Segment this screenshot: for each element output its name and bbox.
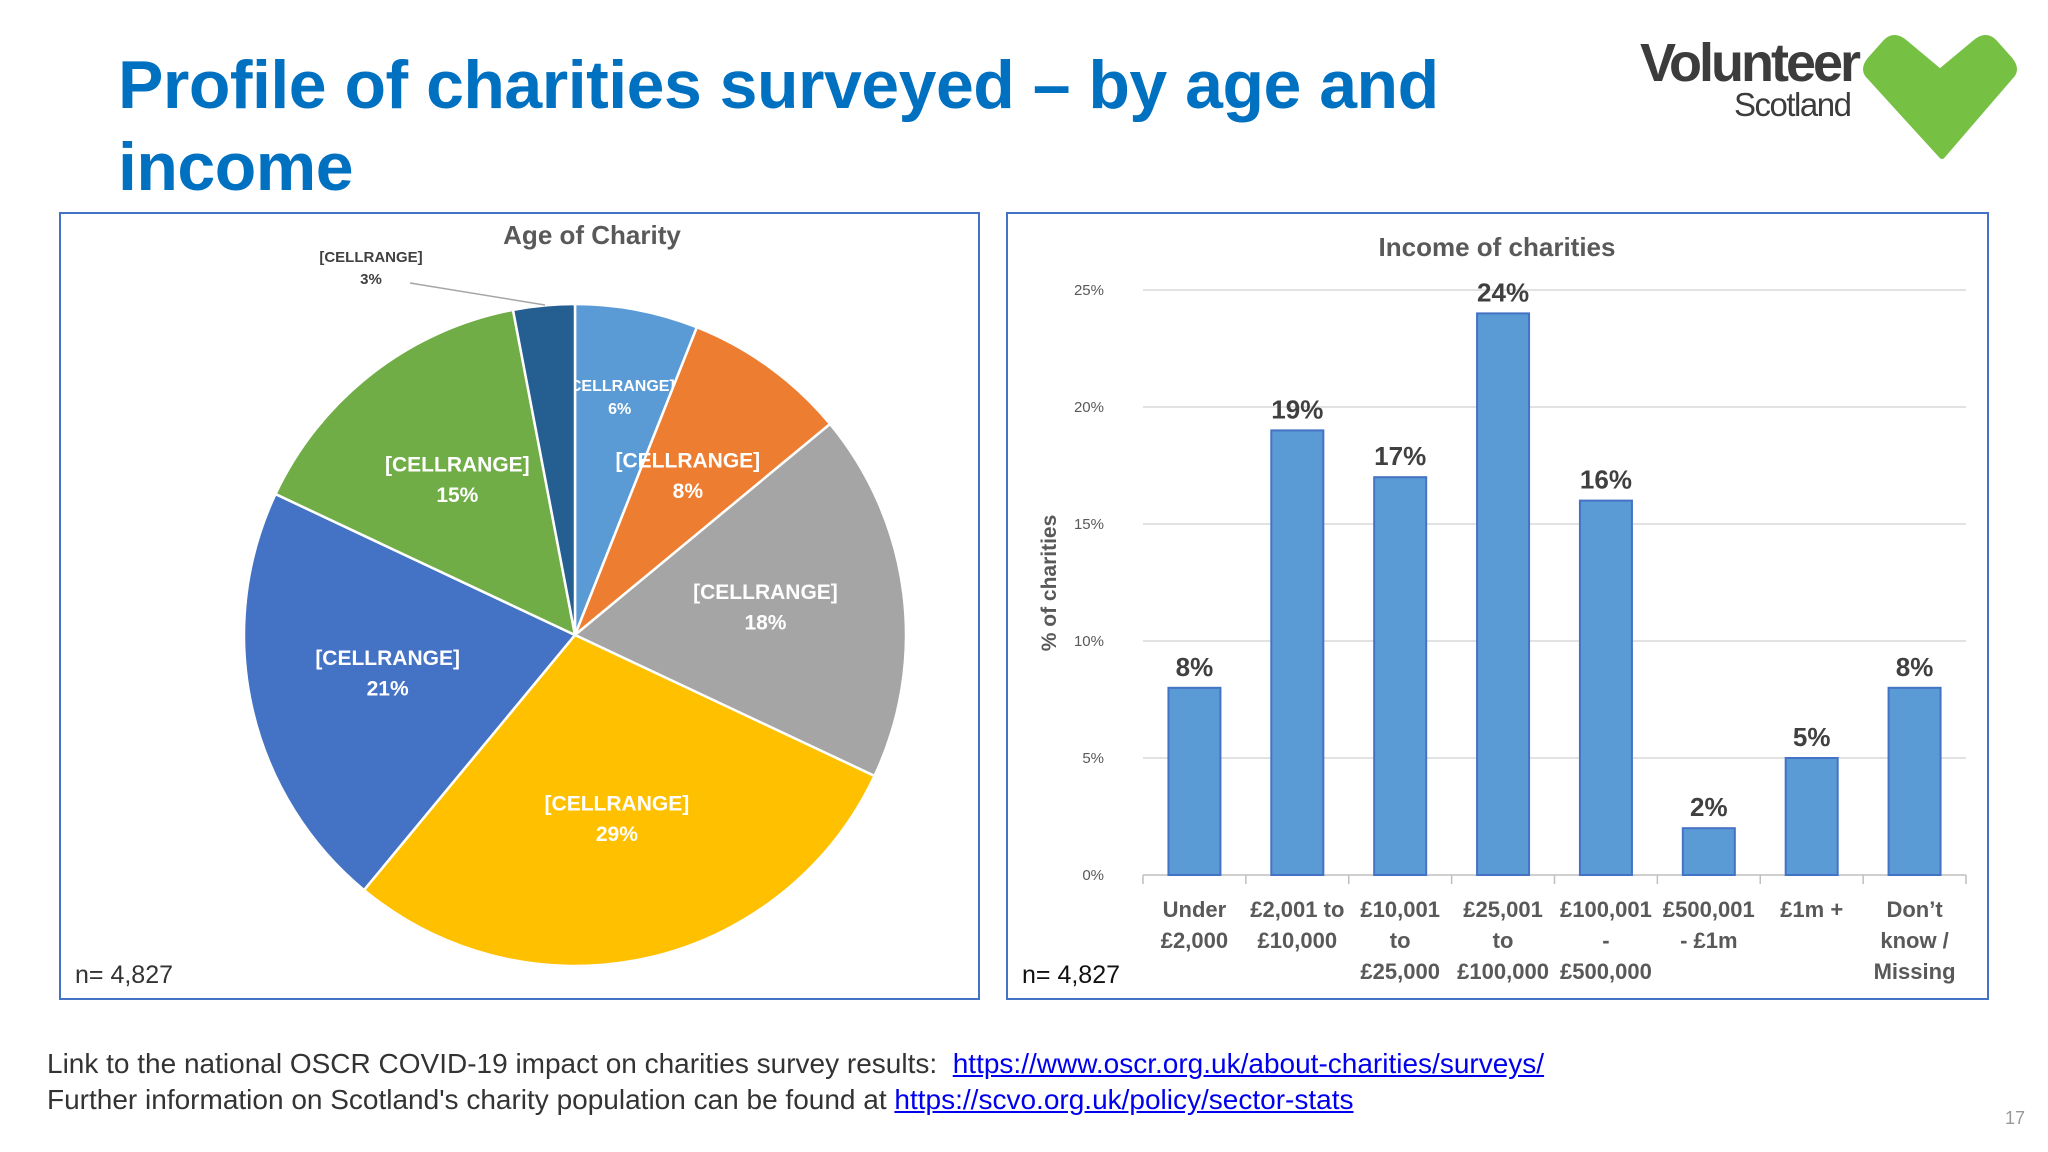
y-tick-label: 10% (1074, 633, 1104, 650)
bar-value-label: 17% (1374, 441, 1426, 471)
slice-value-label: 8% (673, 480, 704, 503)
pie-slice (362, 633, 877, 968)
bar-value-label: 16% (1580, 465, 1632, 495)
logo-text-scotland: Scotland (1734, 86, 1852, 123)
x-category-label: £2,001 to (1250, 897, 1344, 922)
pie-slice (573, 302, 699, 636)
logo-text-volunteer: Volunteer (1640, 33, 1861, 93)
leader-line (409, 282, 546, 306)
bar-value-label: 2% (1690, 792, 1728, 822)
bar (1784, 757, 1839, 876)
x-category-label: Under (1163, 897, 1227, 922)
slice-label: [CELLRANGE] (545, 792, 690, 815)
x-category-label: know / (1880, 928, 1948, 953)
pie-slice (573, 325, 832, 636)
x-category-label: - £1m (1680, 928, 1737, 953)
x-category-label: £1m + (1780, 897, 1843, 922)
x-category-label: £500,001 (1663, 897, 1755, 922)
slice-label: [CELLRANGE] (616, 450, 761, 473)
page-title: Profile of charities surveyed – by age a… (118, 47, 1439, 205)
footer-text-1: Link to the national OSCR COVID-19 impac… (47, 1048, 938, 1079)
x-category-label: £2,000 (1161, 928, 1228, 953)
x-category-label: Missing (1874, 959, 1956, 984)
bar (1167, 686, 1222, 876)
y-axis-label: % of charities (1038, 515, 1061, 652)
bar-value-label: 8% (1176, 652, 1214, 682)
x-category-label: to (1390, 928, 1411, 953)
x-category-label: - (1602, 928, 1609, 953)
slice-value-label: 18% (744, 611, 786, 634)
x-category-label: £100,000 (1457, 959, 1549, 984)
y-tick-label: 0% (1082, 867, 1104, 884)
scvo-sector-stats-link[interactable]: https://scvo.org.uk/policy/sector-stats (894, 1084, 1354, 1115)
slice-value-label: 6% (608, 401, 631, 418)
bar-value-label: 19% (1271, 394, 1323, 424)
age-chart-title: Age of Charity (503, 220, 681, 250)
slice-value-label: 3% (360, 271, 382, 288)
page-number: 17 (2005, 1108, 2026, 1128)
footer-text-2: Further information on Scotland's charit… (47, 1084, 887, 1115)
slice-label: [CELLRANGE] (385, 453, 530, 476)
x-category-label: £10,000 (1258, 928, 1338, 953)
oscr-survey-link[interactable]: https://www.oscr.org.uk/about-charities/… (952, 1048, 1545, 1079)
footer-line-2: Further information on Scotland's charit… (47, 1084, 1353, 1116)
bar (1578, 499, 1633, 876)
x-category-label: £25,001 (1463, 897, 1543, 922)
age-pie-chart: [CELLRANGE] 6% [CELLRANGE] 8% [CELLRANGE] 18%… (242, 249, 908, 968)
slice-value-label: 21% (367, 677, 409, 700)
y-tick-label: 15% (1074, 516, 1104, 533)
bar-value-label: 5% (1793, 722, 1831, 752)
bar-value-label: 8% (1896, 652, 1934, 682)
y-tick-label: 20% (1074, 399, 1104, 416)
x-category-label: £500,000 (1560, 959, 1652, 984)
bar (1887, 686, 1942, 876)
slice-label: [CELLRANGE] (565, 378, 675, 395)
income-bar-chart: 0% 5% 10% 15% 20% 25% 8% Under £2,000 19% £2,001 t… (1074, 277, 1967, 984)
bar-value-label: 24% (1477, 277, 1529, 307)
bar (1476, 312, 1531, 876)
slice-value-label: 29% (596, 823, 638, 846)
slice-label: [CELLRANGE] (319, 249, 422, 266)
x-category-label: £25,000 (1360, 959, 1440, 984)
income-chart-sample-size: n= 4,827 (1022, 961, 1120, 989)
x-category-label: £100,001 (1560, 897, 1652, 922)
pie-slice (273, 308, 577, 638)
y-tick-label: 5% (1082, 750, 1104, 767)
footer-line-1: Link to the national OSCR COVID-19 impac… (47, 1048, 1544, 1080)
x-category-label: to (1493, 928, 1514, 953)
slice-label: [CELLRANGE] (315, 647, 460, 670)
income-chart-title: Income of charities (1379, 232, 1616, 262)
heart-icon (1863, 35, 2017, 159)
pie-slice (572, 422, 908, 778)
bar (1270, 429, 1325, 876)
slice-label: [CELLRANGE] (693, 581, 838, 604)
slice-value-label: 15% (436, 484, 478, 507)
x-category-label: £10,001 (1360, 897, 1440, 922)
bar (1681, 827, 1736, 877)
volunteer-scotland-logo: Volunteer Scotland (1640, 30, 2030, 160)
bar (1373, 476, 1428, 876)
y-tick-label: 25% (1074, 282, 1104, 299)
age-chart-sample-size: n= 4,827 (75, 961, 173, 989)
x-category-label: Don’t (1886, 897, 1943, 922)
pie-slice (242, 492, 577, 892)
